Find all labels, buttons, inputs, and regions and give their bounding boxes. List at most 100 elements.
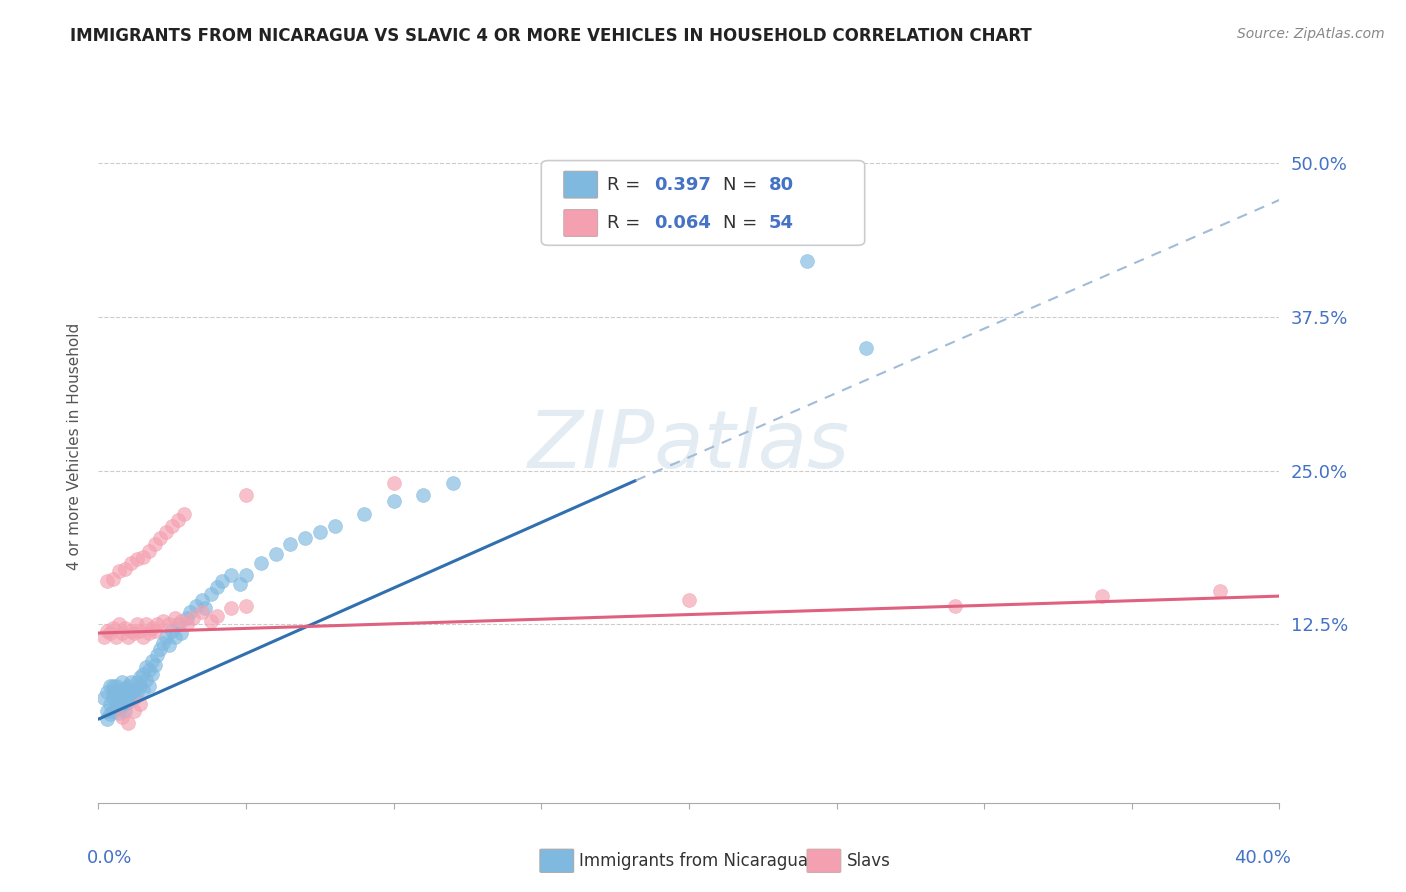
Point: [108, 699, 131, 714]
Point: [120, 688, 142, 702]
Point: [167, 617, 190, 632]
Text: 0.0%: 0.0%: [87, 849, 132, 867]
Point: [132, 682, 155, 697]
Point: [280, 537, 302, 551]
Point: [179, 605, 201, 619]
Point: [200, 614, 222, 628]
Point: [96, 712, 118, 726]
Point: [128, 698, 150, 712]
Point: [114, 704, 136, 718]
Point: [141, 654, 163, 668]
Point: [93, 691, 115, 706]
Point: [93, 630, 115, 644]
Point: [125, 675, 148, 690]
Point: [194, 601, 217, 615]
Point: [111, 675, 134, 690]
Point: [135, 673, 157, 687]
Point: [141, 621, 163, 635]
Point: [229, 576, 252, 591]
Text: IMMIGRANTS FROM NICARAGUA VS SLAVIC 4 OR MORE VEHICLES IN HOUSEHOLD CORRELATION : IMMIGRANTS FROM NICARAGUA VS SLAVIC 4 OR…: [70, 27, 1032, 45]
Point: [149, 531, 172, 545]
Point: [191, 605, 214, 619]
Point: [135, 617, 157, 632]
Point: [108, 685, 131, 699]
Point: [143, 624, 166, 638]
Point: [162, 519, 183, 533]
Point: [105, 679, 128, 693]
Point: [114, 562, 136, 576]
Point: [128, 679, 150, 693]
Point: [114, 698, 136, 712]
Point: [155, 525, 177, 540]
Point: [105, 699, 128, 714]
Point: [105, 630, 128, 644]
Point: [264, 547, 287, 561]
Point: [181, 611, 204, 625]
Point: [120, 556, 142, 570]
Point: [128, 624, 150, 638]
Point: [111, 709, 134, 723]
Point: [176, 617, 198, 632]
Point: [855, 341, 877, 355]
Point: [108, 706, 131, 720]
Text: 80: 80: [769, 176, 794, 194]
Point: [98, 626, 121, 640]
Text: R =: R =: [607, 214, 647, 232]
Point: [117, 691, 139, 706]
Point: [103, 704, 125, 718]
Point: [103, 691, 125, 706]
Point: [155, 630, 177, 644]
Text: 40.0%: 40.0%: [1234, 849, 1291, 867]
Point: [211, 574, 233, 589]
Point: [152, 614, 174, 628]
Text: R =: R =: [607, 176, 647, 194]
Point: [135, 660, 157, 674]
Point: [143, 537, 166, 551]
Point: [117, 685, 139, 699]
Point: [120, 675, 142, 690]
Point: [128, 670, 150, 684]
Point: [1209, 584, 1232, 599]
Point: [184, 599, 207, 613]
Point: [353, 507, 375, 521]
Point: [111, 698, 134, 712]
Point: [132, 666, 155, 681]
Point: [96, 624, 118, 638]
Point: [235, 568, 257, 582]
Point: [323, 519, 346, 533]
Point: [120, 624, 142, 638]
Point: [221, 568, 243, 582]
Point: [167, 513, 190, 527]
Point: [235, 599, 257, 613]
Point: [96, 685, 118, 699]
Point: [111, 691, 134, 706]
Point: [165, 630, 187, 644]
Point: [146, 648, 169, 662]
Point: [176, 611, 198, 625]
Point: [122, 682, 145, 697]
Point: [98, 707, 121, 722]
Text: 54: 54: [769, 214, 794, 232]
Point: [191, 592, 214, 607]
Point: [117, 715, 139, 730]
Point: [125, 685, 148, 699]
Point: [103, 679, 125, 693]
Text: Slavs: Slavs: [846, 852, 890, 870]
Point: [382, 494, 405, 508]
Point: [96, 704, 118, 718]
Point: [412, 488, 434, 502]
Point: [678, 592, 700, 607]
Point: [114, 621, 136, 635]
Y-axis label: 4 or more Vehicles in Household: 4 or more Vehicles in Household: [67, 322, 83, 570]
Point: [796, 254, 818, 268]
Point: [205, 608, 228, 623]
Point: [138, 679, 160, 693]
Point: [141, 666, 163, 681]
Point: [294, 531, 316, 545]
Point: [173, 507, 195, 521]
Point: [205, 581, 228, 595]
Point: [132, 549, 155, 564]
Point: [309, 525, 332, 540]
Text: 0.064: 0.064: [654, 214, 710, 232]
Point: [250, 556, 273, 570]
